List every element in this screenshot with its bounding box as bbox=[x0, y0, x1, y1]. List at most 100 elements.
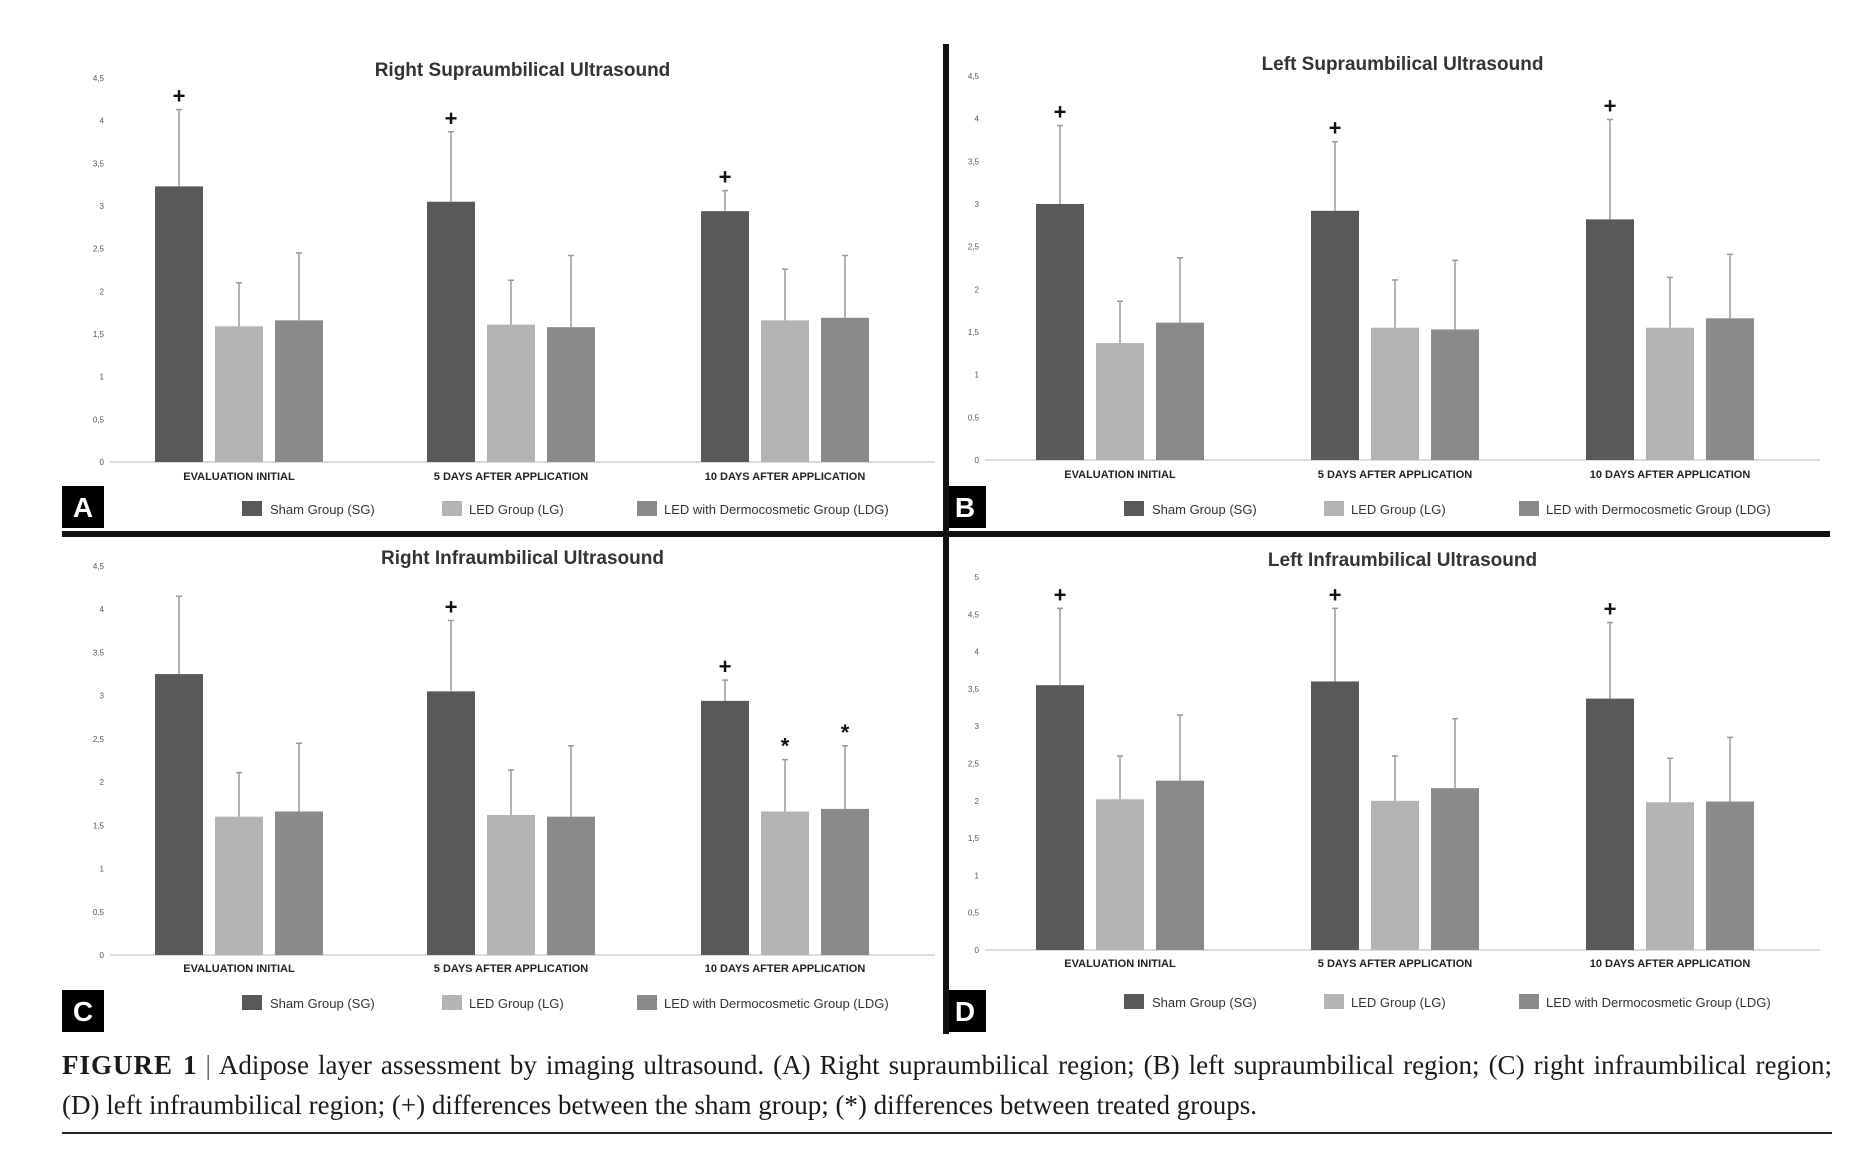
panel-letter: C bbox=[73, 996, 93, 1027]
bar bbox=[1036, 204, 1084, 460]
bar bbox=[1096, 343, 1144, 460]
legend-label: LED with Dermocosmetic Group (LDG) bbox=[664, 502, 889, 517]
legend-label: LED Group (LG) bbox=[469, 996, 564, 1011]
chart-panel-a: Right Supraumbilical Ultrasound 0 0,5 1 1,5 2… bbox=[62, 60, 935, 528]
panel-letter-badge bbox=[944, 990, 986, 1032]
y-tick-label: 3 bbox=[100, 202, 105, 211]
y-tick-label: 2,5 bbox=[93, 735, 105, 744]
legend-label: LED Group (LG) bbox=[1351, 995, 1446, 1010]
y-tick-label: 4,5 bbox=[93, 74, 105, 83]
legend-swatch bbox=[1519, 994, 1539, 1009]
caption-label: FIGURE 1 bbox=[62, 1050, 198, 1080]
panel-letter-badge bbox=[62, 990, 104, 1032]
bar bbox=[1586, 698, 1634, 950]
panel-letter: B bbox=[955, 492, 975, 523]
caption-text: Adipose layer assessment by imaging ultr… bbox=[62, 1050, 1832, 1120]
y-tick-label: 1,5 bbox=[93, 330, 105, 339]
x-tick-label: 5 DAYS AFTER APPLICATION bbox=[1318, 469, 1472, 481]
legend-label: Sham Group (SG) bbox=[1152, 995, 1257, 1010]
legend-label: Sham Group (SG) bbox=[270, 502, 375, 517]
y-tick-label: 0,5 bbox=[968, 413, 980, 422]
chart-panel-b: Left Supraumbilical Ultrasound 0 0,5 1 1,5 2 2… bbox=[944, 54, 1820, 528]
plus-marker: + bbox=[1329, 582, 1342, 607]
bar bbox=[215, 326, 263, 462]
caption-separator: | bbox=[205, 1050, 211, 1080]
bar bbox=[1371, 800, 1419, 950]
legend-swatch bbox=[442, 995, 462, 1010]
chart-panel-c: Right Infraumbilical Ultrasound 0 0,5 1 1,5 2… bbox=[62, 548, 935, 1032]
bar bbox=[155, 674, 203, 955]
plus-marker: + bbox=[1604, 597, 1617, 622]
panel-letter-badge bbox=[944, 486, 986, 528]
y-tick-label: 0,5 bbox=[93, 908, 105, 917]
y-tick-label: 4 bbox=[975, 115, 980, 124]
y-tick-label: 0 bbox=[975, 456, 980, 465]
figure-caption: FIGURE 1 | Adipose layer assessment by ima… bbox=[62, 1045, 1832, 1125]
legend-label: Sham Group (SG) bbox=[1152, 502, 1257, 517]
chart-title: Left Supraumbilical Ultrasound bbox=[1262, 54, 1544, 75]
legend-label: LED with Dermocosmetic Group (LDG) bbox=[1546, 502, 1771, 517]
legend-swatch bbox=[1519, 501, 1539, 516]
bar bbox=[487, 814, 535, 955]
legend-swatch bbox=[442, 501, 462, 516]
y-tick-label: 1 bbox=[975, 871, 980, 880]
y-tick-label: 2,5 bbox=[93, 245, 105, 254]
y-tick-label: 4,5 bbox=[93, 562, 105, 571]
panel-letter-badge bbox=[62, 486, 104, 528]
plus-marker: + bbox=[445, 106, 458, 131]
y-tick-label: 1 bbox=[100, 865, 105, 874]
bar bbox=[761, 811, 809, 955]
bar bbox=[821, 317, 869, 462]
x-tick-label: 10 DAYS AFTER APPLICATION bbox=[1590, 958, 1751, 970]
y-tick-label: 5 bbox=[975, 573, 980, 582]
bar bbox=[701, 700, 749, 955]
y-tick-label: 1 bbox=[100, 373, 105, 382]
y-tick-label: 4,5 bbox=[968, 72, 980, 81]
bar bbox=[1646, 327, 1694, 460]
legend-label: Sham Group (SG) bbox=[270, 996, 375, 1011]
legend-swatch bbox=[1124, 994, 1144, 1009]
legend-swatch bbox=[242, 995, 262, 1010]
panel-letter: A bbox=[73, 492, 93, 523]
bar bbox=[547, 816, 595, 955]
bar bbox=[821, 808, 869, 955]
bar bbox=[701, 211, 749, 462]
caption-rule bbox=[62, 1132, 1832, 1134]
asterisk-marker: * bbox=[841, 720, 850, 745]
x-tick-label: 10 DAYS AFTER APPLICATION bbox=[1590, 469, 1751, 481]
y-tick-label: 1 bbox=[975, 371, 980, 380]
bar bbox=[427, 691, 475, 955]
bar bbox=[1036, 685, 1084, 950]
plus-marker: + bbox=[1054, 582, 1067, 607]
legend-swatch bbox=[1324, 501, 1344, 516]
y-tick-label: 3 bbox=[975, 200, 980, 209]
y-tick-label: 4 bbox=[975, 648, 980, 657]
x-tick-label: EVALUATION INITIAL bbox=[183, 471, 295, 483]
y-tick-label: 2,5 bbox=[968, 760, 980, 769]
legend-swatch bbox=[637, 501, 657, 516]
legend-swatch bbox=[1124, 501, 1144, 516]
bar bbox=[275, 320, 323, 462]
y-tick-label: 3,5 bbox=[968, 157, 980, 166]
legend-swatch bbox=[637, 995, 657, 1010]
bar bbox=[761, 320, 809, 462]
chart-title: Right Supraumbilical Ultrasound bbox=[375, 60, 671, 81]
bar bbox=[547, 327, 595, 462]
y-tick-label: 4 bbox=[100, 605, 105, 614]
x-tick-label: 5 DAYS AFTER APPLICATION bbox=[434, 963, 588, 975]
bar bbox=[1311, 681, 1359, 950]
chart-title: Right Infraumbilical Ultrasound bbox=[381, 548, 664, 569]
y-tick-label: 0,5 bbox=[93, 415, 105, 424]
bar bbox=[1706, 801, 1754, 950]
x-tick-label: EVALUATION INITIAL bbox=[183, 963, 295, 975]
bar bbox=[1311, 210, 1359, 460]
y-tick-label: 2,5 bbox=[968, 243, 980, 252]
bar bbox=[1096, 799, 1144, 950]
x-tick-label: 10 DAYS AFTER APPLICATION bbox=[705, 471, 866, 483]
bar bbox=[1156, 780, 1204, 950]
x-tick-label: 10 DAYS AFTER APPLICATION bbox=[705, 963, 866, 975]
y-tick-label: 2 bbox=[975, 285, 980, 294]
y-tick-label: 3,5 bbox=[968, 685, 980, 694]
x-tick-label: EVALUATION INITIAL bbox=[1064, 469, 1176, 481]
